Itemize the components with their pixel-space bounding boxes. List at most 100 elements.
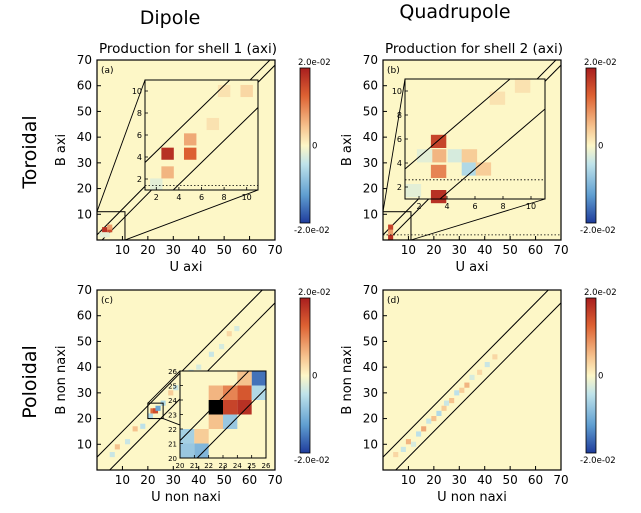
x-axis-label: U axi: [170, 260, 203, 275]
inset-x-tick-label: 24: [233, 462, 242, 470]
inset-cell: [416, 149, 433, 163]
row-title-poloidal: Poloidal: [19, 345, 41, 419]
x-tick-label: 20: [426, 243, 441, 257]
x-tick-label: 20: [140, 243, 155, 257]
colorbar-max-label: 2.0e-02: [584, 288, 617, 298]
band-lower-line: [395, 302, 561, 470]
inset-cell: [251, 371, 266, 386]
heatmap-cell: [484, 362, 490, 368]
colorbar-max-label: 2.0e-02: [298, 58, 331, 68]
x-tick-label: 70: [553, 473, 568, 487]
inset-y-tick-label: 8: [397, 111, 402, 120]
inset-cell: [161, 166, 174, 179]
inset: 2 4 6 8 10 2 4 6 8 10: [392, 78, 546, 211]
heatmap-cell: [150, 408, 156, 414]
x-tick-label: 10: [115, 473, 130, 487]
x-tick-label: 50: [217, 473, 232, 487]
heatmap-cell: [114, 444, 120, 450]
inset-cell: [461, 149, 478, 163]
inset-cell: [217, 84, 231, 98]
y-tick-label: 60: [77, 79, 92, 93]
inset-cell: [237, 385, 252, 400]
panel-a: 2 4 6 8 10 2 4 6 8 10 10 20 30 40 50 60 70 10 20 30 40 50 60 70…: [54, 41, 331, 275]
inset-black-cell: [208, 400, 223, 415]
inset-y-tick-label: 4: [137, 153, 142, 162]
y-axis-label: B axi: [340, 134, 355, 166]
inset-x-tick-label: 21: [190, 462, 199, 470]
y-tick-label: 70: [363, 53, 378, 67]
colorbar-max-label: 2.0e-02: [584, 58, 617, 68]
inset-band-upper-line: [405, 79, 511, 170]
inset-y-tick-label: 10: [392, 87, 402, 96]
x-axis-label: U non naxi: [151, 490, 221, 505]
panel-label: (d): [387, 296, 400, 306]
heatmap-cell: [449, 398, 455, 404]
y-tick-label: 60: [77, 309, 92, 323]
x-tick-label: 30: [166, 473, 181, 487]
y-tick-label: 40: [77, 360, 92, 374]
heatmap-cell: [464, 382, 470, 388]
y-tick-label: 70: [77, 283, 92, 297]
x-tick-label: 70: [553, 243, 568, 257]
heatmap-cell: [208, 351, 214, 357]
heatmap-cell: [109, 452, 115, 458]
zoom-connector-line: [96, 79, 146, 212]
x-axis-label: U axi: [456, 260, 489, 275]
heatmap-cell: [140, 423, 146, 429]
heatmap-cell: [431, 416, 437, 422]
zoom-connector-line: [410, 198, 546, 241]
inset-cell: [489, 91, 506, 105]
heatmap-cell: [436, 410, 442, 416]
inset-cell: [194, 443, 209, 458]
colorbar-gradient: [299, 297, 311, 454]
inset-y-tick-label: 26: [168, 368, 177, 376]
colorbar-min-label: -2.0e-02: [294, 456, 330, 466]
inset-y-tick-label: 20: [168, 455, 177, 463]
heatmap-cell: [102, 227, 108, 233]
inset-cell: [461, 162, 478, 176]
colorbar-mid-label: 0: [312, 372, 317, 382]
x-tick-label: 30: [452, 243, 467, 257]
heatmap-cell: [416, 431, 422, 437]
inset-y-tick-label: 23: [168, 412, 177, 420]
y-tick-label: 30: [363, 156, 378, 170]
colorbar-mid-label: 0: [598, 372, 603, 382]
heatmap-cell: [454, 390, 460, 396]
heatmap-cell: [219, 344, 225, 350]
x-tick-label: 40: [191, 473, 206, 487]
y-axis-label: B axi: [54, 134, 69, 166]
panel-label: (a): [101, 66, 114, 76]
plot-frame: [96, 289, 276, 471]
inset-x-tick-label: 6: [472, 202, 477, 211]
inset-cell: [514, 79, 531, 93]
inset-cell: [208, 414, 223, 429]
colorbar-gradient: [299, 67, 311, 224]
y-tick-label: 50: [77, 334, 92, 348]
y-tick-label: 10: [77, 437, 92, 451]
y-tick-label: 40: [363, 360, 378, 374]
inset-cell: [180, 443, 195, 458]
heatmap-cell: [477, 369, 483, 375]
y-tick-label: 20: [77, 182, 92, 196]
inset-y-tick-label: 24: [168, 397, 177, 405]
heatmap-cell: [388, 234, 394, 240]
x-tick-label: 50: [503, 243, 518, 257]
heatmap-cell: [400, 446, 406, 452]
inset-band-lower-line: [439, 108, 545, 199]
x-tick-label: 40: [477, 243, 492, 257]
x-tick-label: 60: [242, 473, 257, 487]
band-lines: [383, 290, 561, 470]
heatmap-cell: [410, 441, 417, 447]
heatmap-cell: [155, 405, 161, 411]
y-tick-label: 40: [77, 130, 92, 144]
y-axis-label: B non naxi: [340, 345, 355, 414]
colorbar: 2.0e-02 0 -2.0e-02: [580, 58, 617, 236]
x-tick-label: 10: [115, 243, 130, 257]
zoom-box: [147, 402, 164, 420]
y-tick-label: 60: [363, 79, 378, 93]
inset-cell: [475, 162, 492, 176]
inset-band-upper-line: [145, 80, 231, 163]
heatmap-cell: [132, 426, 138, 432]
